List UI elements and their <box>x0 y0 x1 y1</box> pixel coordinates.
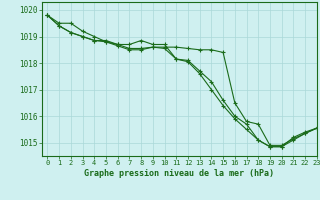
X-axis label: Graphe pression niveau de la mer (hPa): Graphe pression niveau de la mer (hPa) <box>84 169 274 178</box>
